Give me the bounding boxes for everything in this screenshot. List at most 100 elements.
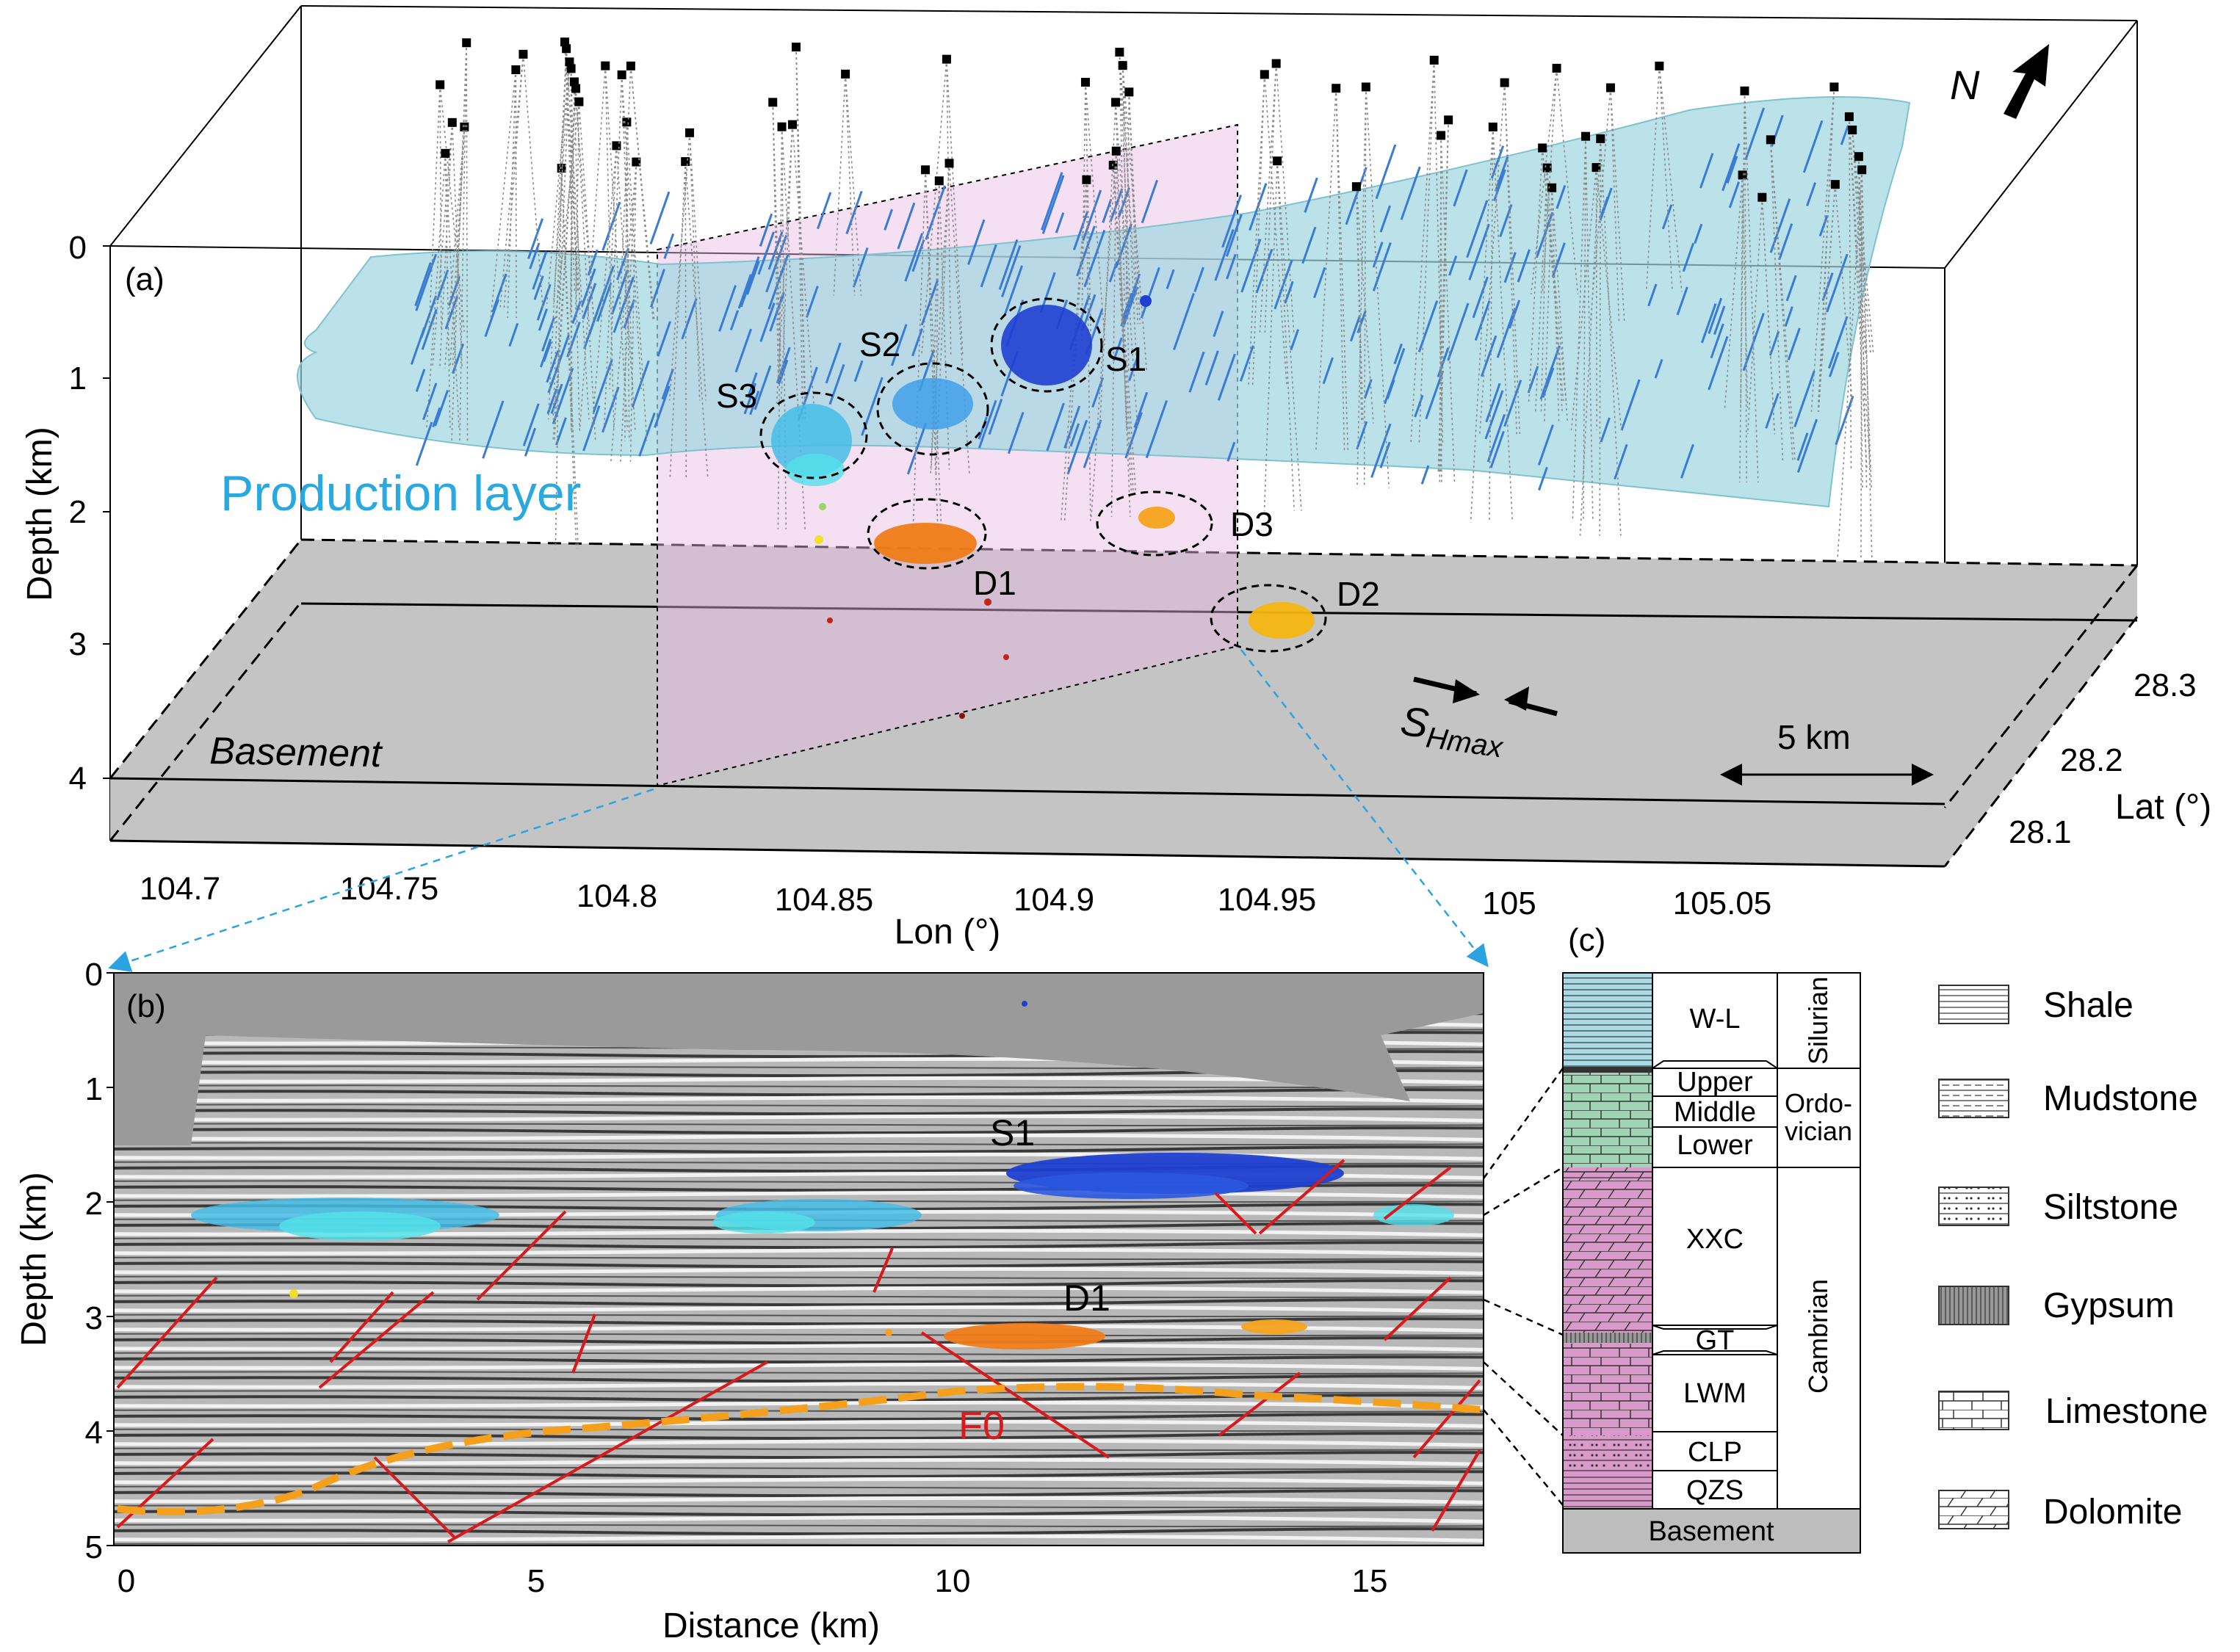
well xyxy=(1766,135,1796,462)
fracture-trace xyxy=(1121,292,1133,322)
fracture-trace xyxy=(1490,145,1505,179)
fracture-trace xyxy=(1818,214,1829,237)
panel-a-lon-ticks: 104.7 104.75 104.8 104.85 104.9 104.95 1… xyxy=(140,871,1771,921)
event-points xyxy=(771,295,1315,719)
fault-line xyxy=(329,1291,394,1363)
scale-bar: 5 km xyxy=(1720,718,1934,786)
well xyxy=(426,148,460,431)
fracture-trace xyxy=(1370,423,1392,478)
fracture-trace xyxy=(649,191,671,245)
fracture-trace xyxy=(1375,144,1397,200)
lon-tick-3: 104.85 xyxy=(775,882,874,918)
fracture-trace xyxy=(1166,269,1175,289)
fracture-trace xyxy=(884,209,893,231)
well xyxy=(1259,59,1295,334)
well xyxy=(1356,82,1390,488)
dist-tick-1: 5 xyxy=(527,1563,545,1599)
well xyxy=(552,84,596,441)
fracture-trace xyxy=(757,250,768,275)
fracture-trace xyxy=(828,363,845,405)
well xyxy=(554,97,595,325)
well xyxy=(1410,55,1444,443)
lon-tick-4: 104.9 xyxy=(1014,882,1094,918)
fracture-trace xyxy=(1304,177,1318,213)
fracture-trace xyxy=(1379,441,1391,468)
fault-line xyxy=(1214,1192,1257,1235)
well xyxy=(1854,152,1873,490)
well xyxy=(1579,134,1622,536)
panel-c: (c) W- xyxy=(1562,922,2208,1554)
lithology-legend: Shale Mudstone Siltstone Gypsum Limeston… xyxy=(1938,985,2208,1532)
fracture-trace xyxy=(592,359,613,413)
well xyxy=(776,120,814,404)
depth-tick-2: 2 xyxy=(69,494,87,530)
fracture-trace xyxy=(1225,214,1243,257)
fracture-trace xyxy=(1472,276,1489,319)
panel-b-distance-axis-label: Distance (km) xyxy=(662,1606,880,1645)
well xyxy=(1848,126,1874,355)
panel-b-depth-tick-marks xyxy=(106,972,114,1546)
fracture-trace xyxy=(1069,423,1080,447)
fracture-trace xyxy=(1290,329,1300,351)
fault-line xyxy=(1383,1166,1452,1220)
section-label-f0: F0 xyxy=(958,1404,1005,1448)
fracture-trace xyxy=(414,262,432,307)
panel-b: (b) S1 D1 F0 0 1 2 3 4 5 Depth (km) 0 5 … xyxy=(15,957,1564,1645)
fracture-trace xyxy=(1041,175,1065,234)
fracture-trace xyxy=(596,282,613,322)
fracture-trace xyxy=(1793,370,1816,427)
well xyxy=(490,65,521,319)
fracture-trace xyxy=(1121,286,1138,328)
label-d2: D2 xyxy=(1337,575,1380,613)
fracture-trace xyxy=(527,218,544,259)
svg-text:Gypsum: Gypsum xyxy=(2043,1286,2175,1325)
fracture-trace xyxy=(484,299,500,338)
svg-text:Dolomite: Dolomite xyxy=(2043,1493,2182,1532)
legend-mudstone: Mudstone xyxy=(1938,1079,2198,1118)
fracture-trace xyxy=(1379,205,1391,233)
well xyxy=(1534,163,1564,413)
fracture-trace xyxy=(1484,390,1504,440)
fracture-trace xyxy=(729,310,740,331)
fracture-trace xyxy=(1066,419,1088,475)
fracture-trace xyxy=(1384,347,1406,405)
label-s3: S3 xyxy=(716,377,757,415)
panel-a-lat-ticks: 28.3 28.2 28.1 xyxy=(2009,667,2197,850)
fracture-trace xyxy=(1796,419,1818,473)
depth-tick-3: 3 xyxy=(69,626,87,662)
fracture-trace xyxy=(967,219,986,265)
well xyxy=(1099,98,1138,429)
fracture-trace xyxy=(1349,314,1362,342)
fracture-trace xyxy=(1542,367,1555,398)
b-depth-tick-2: 2 xyxy=(85,1186,103,1222)
lon-tick-5: 104.95 xyxy=(1218,882,1317,918)
fracture-trace xyxy=(1141,179,1158,224)
fracture-trace xyxy=(1784,306,1793,327)
fault-line xyxy=(1258,1159,1345,1235)
fracture-trace xyxy=(436,269,449,301)
unit-lower: Lower xyxy=(1677,1130,1753,1161)
cluster-outlines xyxy=(759,297,1327,653)
fracture-trace xyxy=(1647,283,1658,307)
fracture-trace xyxy=(1676,286,1688,316)
unit-basement: Basement xyxy=(1648,1516,1774,1547)
fracture-trace xyxy=(610,269,629,315)
fracture-trace xyxy=(1301,226,1317,264)
fracture-trace xyxy=(543,341,552,362)
fracture-trace xyxy=(734,328,752,373)
fault-line xyxy=(1218,1372,1301,1437)
fracture-trace xyxy=(1654,359,1663,379)
fracture-trace xyxy=(1420,465,1430,485)
fracture-trace xyxy=(1802,120,1824,173)
fracture-trace xyxy=(1744,107,1766,161)
fracture-trace xyxy=(1063,405,1081,449)
section-events xyxy=(191,1001,1454,1350)
well xyxy=(1746,192,1776,435)
well xyxy=(1844,112,1871,470)
well xyxy=(931,176,950,470)
fracture-trace xyxy=(1699,153,1714,189)
connector-left xyxy=(108,788,654,972)
fracture-traces xyxy=(410,107,1854,491)
fracture-trace xyxy=(911,239,925,272)
fracture-trace xyxy=(601,386,620,433)
